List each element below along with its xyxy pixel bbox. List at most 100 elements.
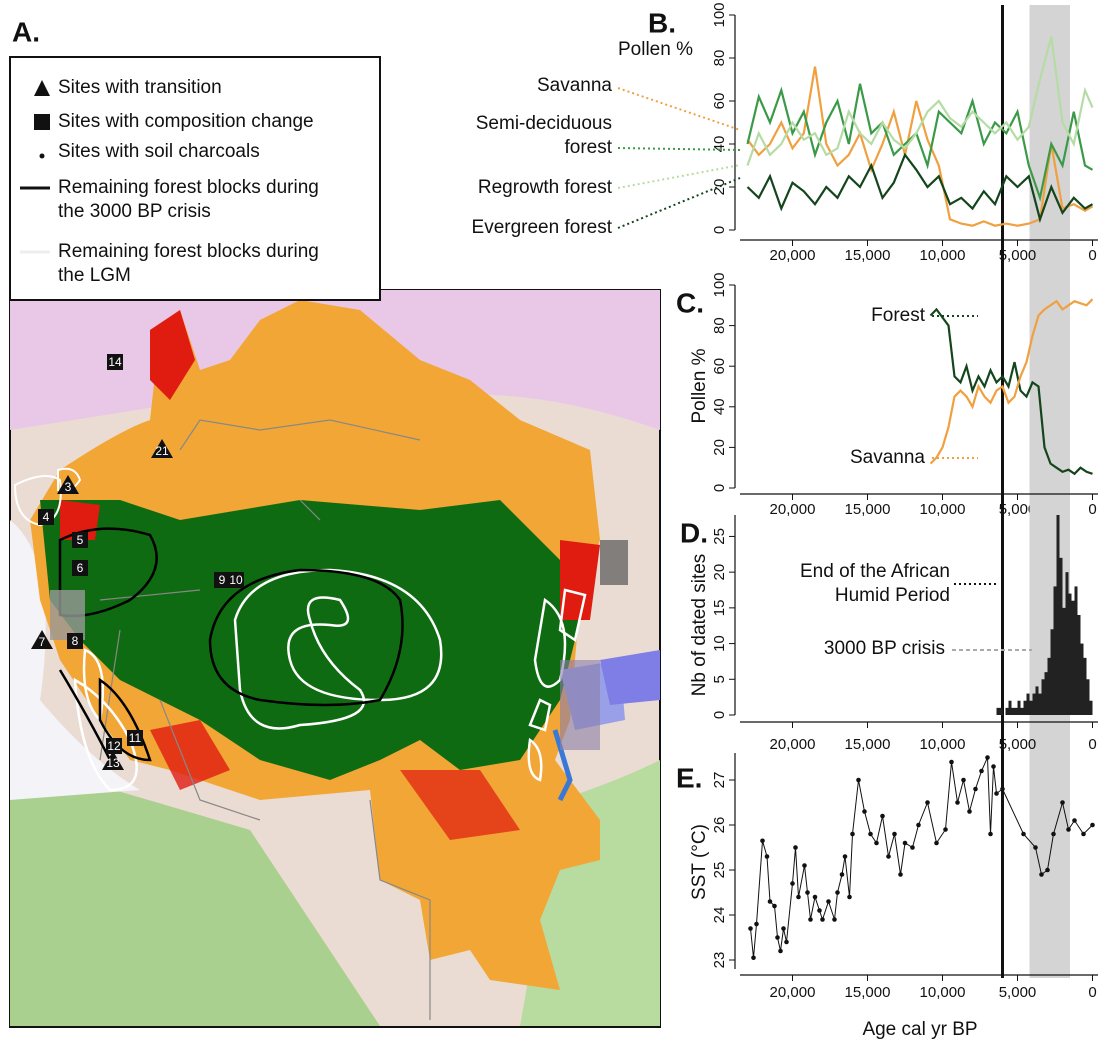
x-tick-label: 20,000 [770,984,816,1001]
site-label: 7 [39,635,46,649]
y-axis-label: Nb of dated sites [689,554,710,697]
y-tick-label: 10 [711,635,728,652]
histogram-bar [1054,586,1057,715]
annotation: End of the African Humid Period [760,560,950,608]
data-point [840,872,845,877]
data-point [772,904,777,909]
data-point [835,890,840,895]
data-point [1051,832,1056,837]
x-tick-label: 10,000 [920,984,966,1001]
x-tick-label: 5,000 [999,247,1037,264]
panel-letter: C. [676,287,704,318]
histogram-bar [1012,708,1015,715]
y-tick-label: 25 [711,862,728,879]
x-tick-label: 15,000 [845,247,891,264]
data-point [760,838,765,843]
data-point [754,922,759,927]
histogram-bar [1030,701,1033,715]
legend-label: Remaining forest blocks during the LGM [58,240,328,288]
data-point [1021,832,1026,837]
histogram-bar [1015,708,1018,715]
x-tick-label: 10,000 [920,501,966,518]
data-point [916,823,921,828]
panel-letter: A. [12,16,40,47]
histogram-bar [1084,658,1087,715]
y-tick-label: 60 [711,93,728,110]
map-hatch [50,590,85,640]
y-tick-label: 26 [711,817,728,834]
histogram-bar [1045,672,1048,715]
legend-label: Sites with soil charcoals [58,140,328,164]
histogram-bar [1027,694,1030,715]
site-label: 9 [219,573,226,587]
histogram-bar [1042,679,1045,715]
data-point [775,935,780,940]
panel-letter: B. [648,7,676,38]
y-tick-label: 60 [711,358,728,375]
x-tick-label: 0 [1088,501,1096,518]
y-tick-label: 80 [711,317,728,334]
histogram-bar [1060,558,1063,715]
y-axis-label: Pollen % [689,348,710,423]
histogram-bar [997,708,1000,715]
site-label: 12 [107,739,121,753]
legend-label: Semi-deciduous forest [442,112,612,160]
data-point [1072,818,1077,823]
histogram-bar [1036,686,1039,715]
site-label: 6 [77,561,84,575]
legend-label: Savanna [442,74,612,98]
data-point [748,926,753,931]
data-point [1060,800,1065,805]
data-point [778,949,783,954]
data-point [790,881,795,886]
legend-marker [40,154,45,159]
histogram-bar [1021,708,1024,715]
histogram-bar [1090,701,1093,715]
figure: A. 1421345691078121113B.Pollen %02040608… [0,0,1107,1043]
y-tick-label: 0 [711,484,728,492]
legend-marker [34,114,50,130]
site-label: 10 [229,573,243,587]
data-point [991,764,996,769]
site-label: 8 [72,634,79,648]
x-tick-label: 15,000 [845,984,891,1001]
data-point [868,832,873,837]
site-label: 5 [77,533,84,547]
data-point [988,832,993,837]
x-tick-label: 10,000 [920,247,966,264]
y-tick-label: 0 [711,711,728,719]
data-point [784,940,789,945]
data-point [967,809,972,814]
histogram-bar [1075,586,1078,715]
site-label: 3 [65,480,72,494]
data-point [796,895,801,900]
map-hatch [560,660,600,750]
legend-label: Sites with composition change [58,110,328,134]
data-point [1045,868,1050,873]
data-point [856,778,861,783]
data-point [751,955,756,960]
legend-label: Remaining forest blocks during the 3000 … [58,176,328,224]
y-tick-label: 100 [711,272,728,297]
data-point [994,791,999,796]
data-point [850,832,855,837]
histogram-bar [1072,601,1075,715]
data-point [847,895,852,900]
y-tick-label: 20 [711,179,728,196]
site-label: 13 [106,756,120,770]
x-tick-label: 20,000 [770,736,816,753]
data-point [813,895,818,900]
data-point [805,890,810,895]
data-point [826,899,831,904]
data-point [862,809,867,814]
data-point [843,854,848,859]
site-label: 21 [155,444,169,458]
x-tick-label: 0 [1088,736,1096,753]
x-tick-label: 15,000 [845,501,891,518]
y-tick-label: 0 [711,226,728,234]
histogram-bar [1057,515,1060,715]
data-point [949,760,954,765]
data-point [898,872,903,877]
x-axis-label: Age cal yr BP [862,1019,977,1040]
panel-letter: E. [676,762,702,793]
